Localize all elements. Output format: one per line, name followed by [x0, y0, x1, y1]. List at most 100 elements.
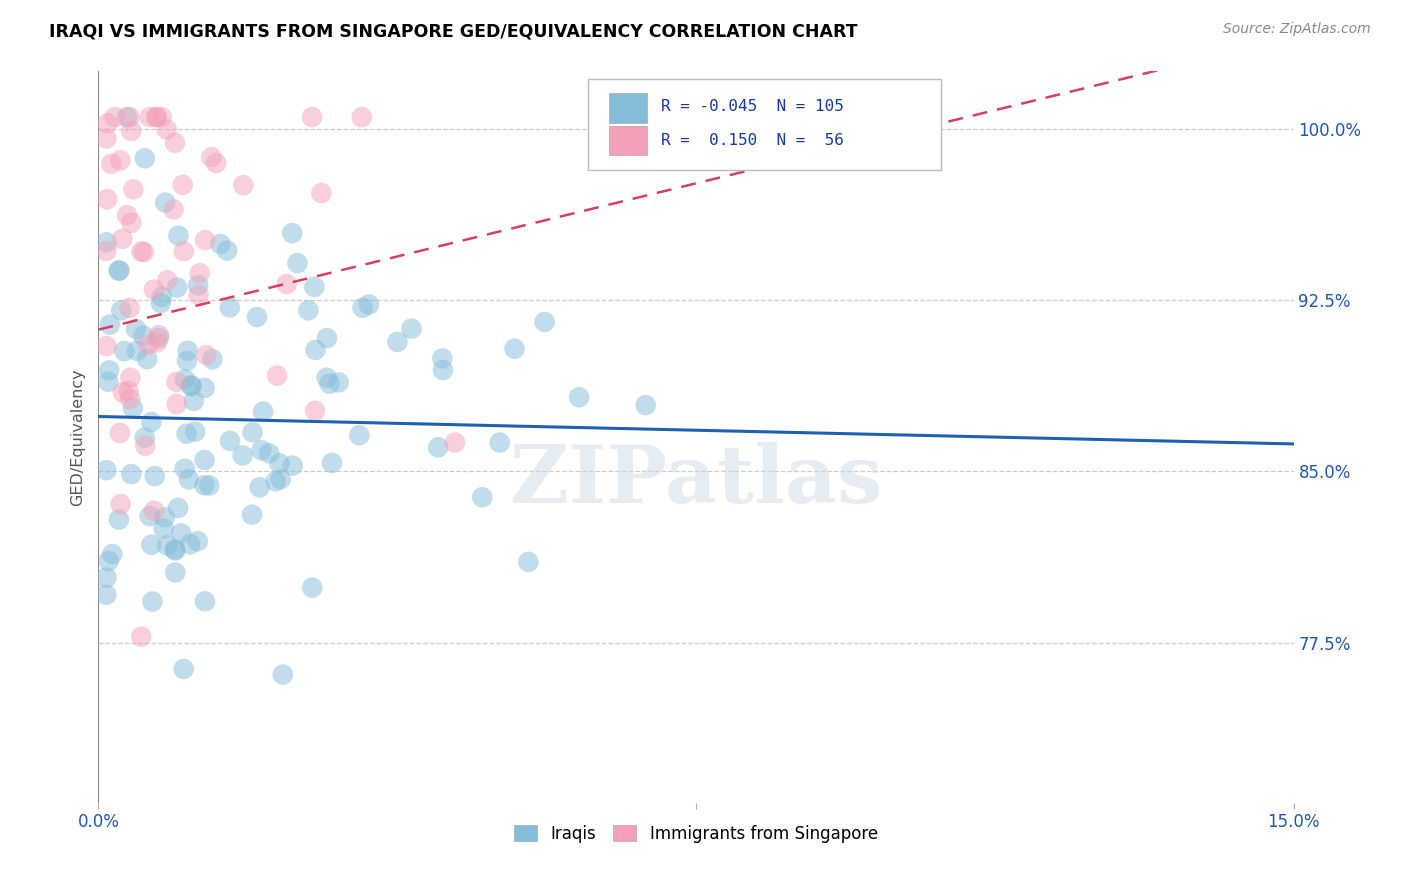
Point [134, 151, 156, 165]
Point [96, 463, 118, 477]
Point [98, 318, 121, 332]
Point [136, 352, 159, 367]
Point [121, 401, 143, 415]
Point [488, 435, 510, 450]
Text: R = -0.045  N = 105: R = -0.045 N = 105 [661, 99, 844, 114]
Point [180, 378, 202, 392]
Point [194, 233, 217, 247]
Point [108, 425, 131, 440]
Point [349, 428, 371, 442]
Point [163, 542, 186, 557]
Point [152, 522, 174, 536]
Point [108, 263, 131, 277]
Point [132, 244, 155, 259]
Point [167, 500, 190, 515]
Point [134, 431, 156, 445]
Point [218, 301, 240, 315]
Point [311, 186, 333, 200]
Point [193, 453, 215, 467]
Point [146, 335, 169, 350]
Point [108, 512, 131, 526]
Point [96, 235, 118, 250]
Point [357, 297, 380, 311]
Point [321, 456, 343, 470]
Point [167, 228, 190, 243]
Point [173, 244, 195, 259]
Point [242, 425, 264, 440]
Point [149, 296, 172, 310]
Point [131, 244, 153, 259]
Point [304, 280, 326, 294]
Y-axis label: GED/Equivalency: GED/Equivalency [70, 368, 86, 506]
Point [270, 472, 292, 486]
Point [217, 244, 239, 258]
Point [318, 376, 340, 391]
Point [173, 662, 195, 676]
Point [101, 547, 124, 561]
Point [179, 537, 201, 551]
Point [269, 456, 291, 470]
Point [176, 343, 198, 358]
Point [153, 510, 176, 524]
Point [118, 301, 141, 315]
Point [142, 283, 165, 297]
Point [634, 398, 657, 412]
Point [304, 343, 326, 357]
Point [143, 504, 166, 518]
Point [568, 390, 591, 404]
Point [162, 202, 184, 217]
Point [150, 290, 173, 304]
Point [155, 195, 177, 210]
Point [200, 150, 222, 164]
Point [328, 376, 350, 390]
Point [205, 156, 228, 170]
Point [97, 554, 120, 568]
FancyBboxPatch shape [589, 78, 941, 170]
Point [187, 278, 209, 293]
Point [259, 446, 281, 460]
Point [188, 266, 211, 280]
Point [120, 467, 142, 481]
Point [165, 543, 187, 558]
Point [170, 526, 193, 541]
Point [187, 534, 209, 549]
Point [287, 256, 309, 270]
Point [148, 331, 170, 345]
Point [304, 404, 326, 418]
Point [195, 348, 218, 362]
Point [193, 478, 215, 492]
Point [281, 226, 304, 240]
Point [96, 131, 118, 145]
Point [125, 322, 148, 336]
Text: ZIPatlas: ZIPatlas [510, 442, 882, 520]
Point [120, 216, 142, 230]
Point [194, 381, 217, 395]
Point [96, 588, 118, 602]
Point [120, 371, 142, 385]
Point [249, 480, 271, 494]
Point [110, 303, 132, 318]
Point [132, 328, 155, 343]
Point [194, 594, 217, 608]
Point [98, 363, 121, 377]
Point [184, 425, 207, 439]
Point [316, 331, 339, 345]
Point [156, 538, 179, 552]
Point [115, 110, 138, 124]
Point [187, 288, 209, 302]
Point [150, 110, 173, 124]
Point [96, 571, 118, 585]
Point [145, 110, 167, 124]
Point [297, 303, 319, 318]
Point [271, 667, 294, 681]
Point [250, 443, 273, 458]
Point [146, 110, 169, 124]
Point [266, 368, 288, 383]
Point [177, 472, 200, 486]
Point [134, 439, 156, 453]
Point [138, 110, 160, 124]
Point [143, 469, 166, 483]
Point [219, 434, 242, 448]
Point [141, 594, 163, 608]
Point [427, 440, 450, 454]
